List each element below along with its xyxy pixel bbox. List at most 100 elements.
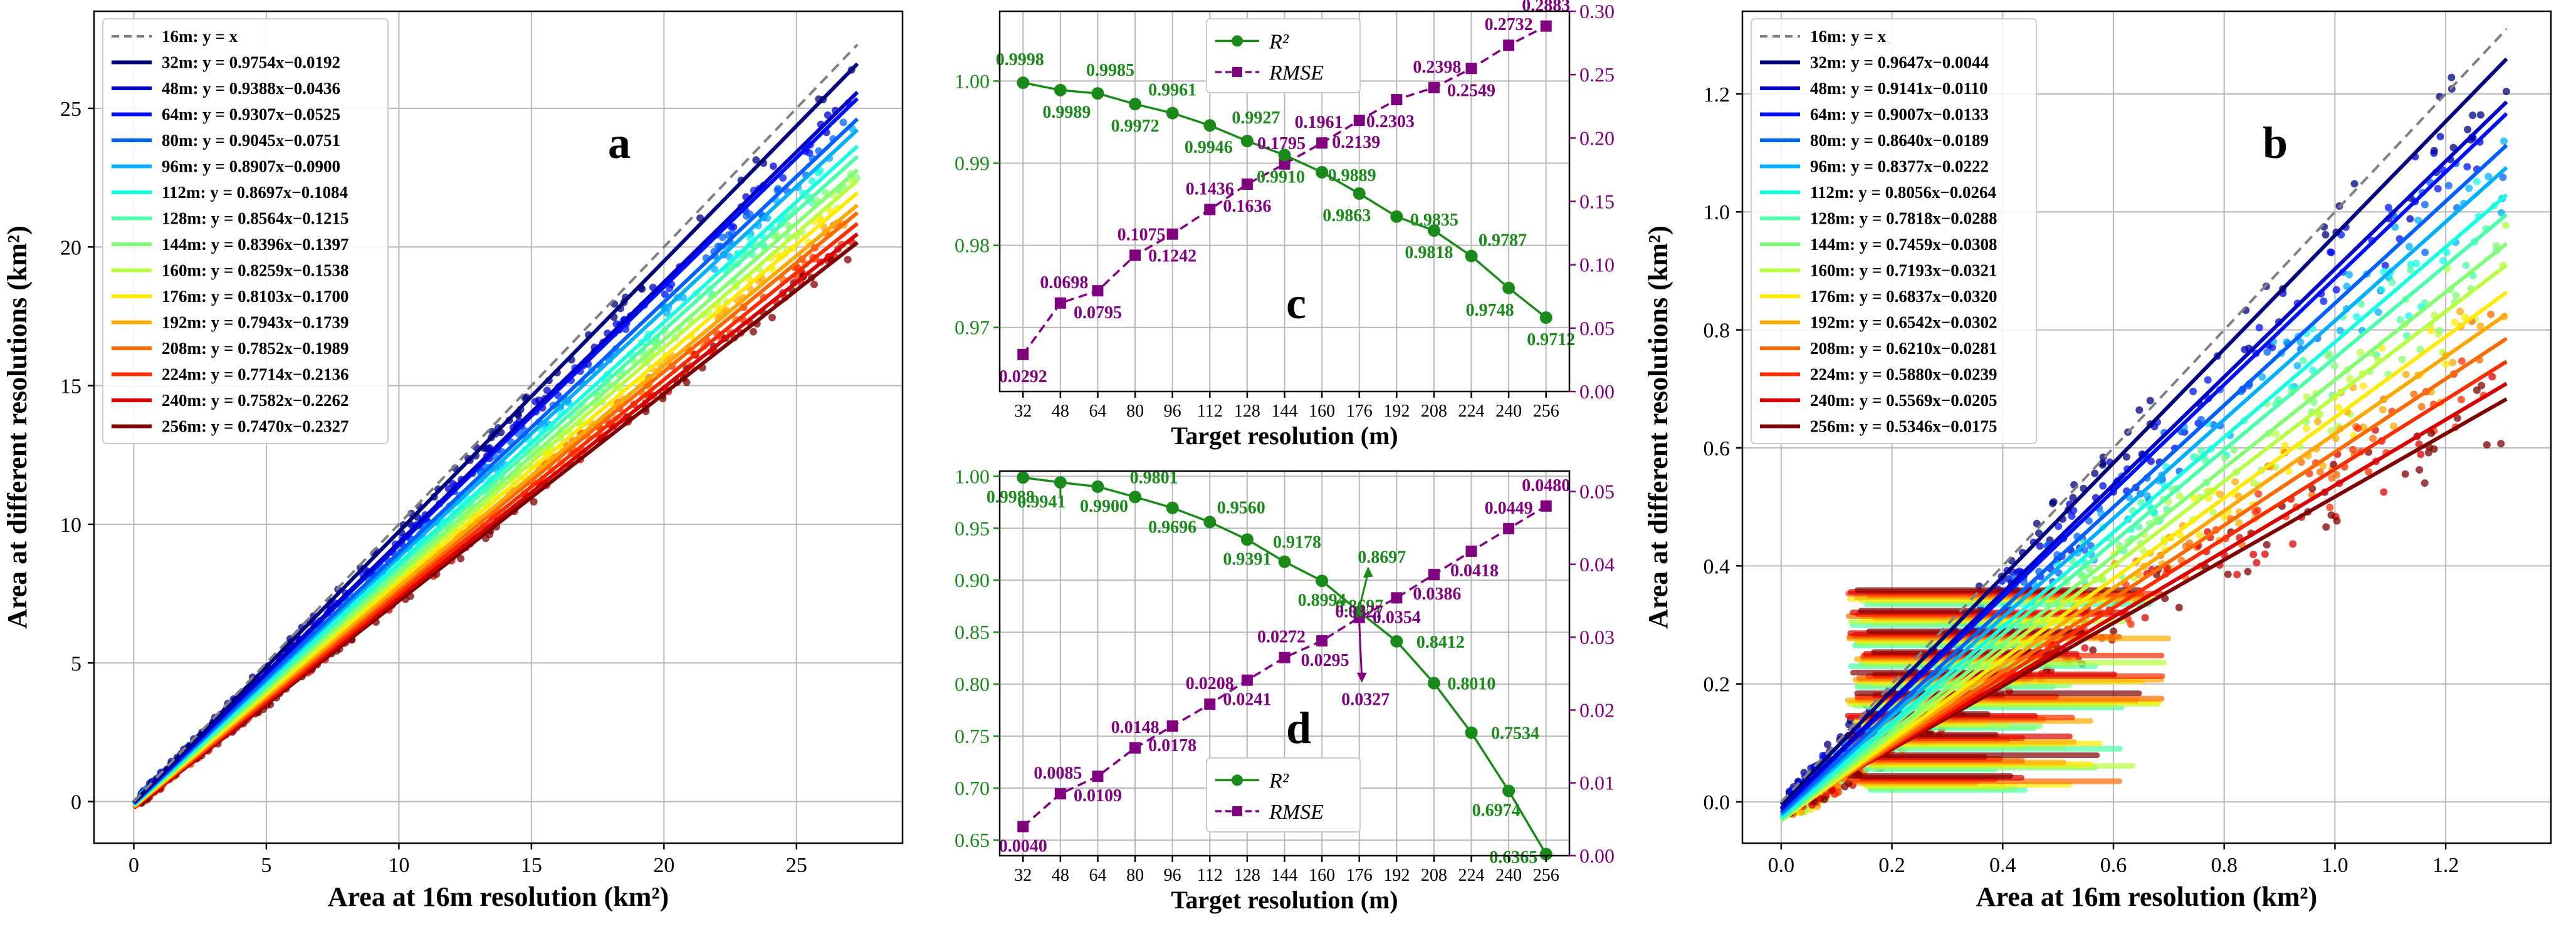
scatter-point (2462, 261, 2470, 269)
scatter-point (2085, 565, 2093, 573)
scatter-point (2110, 627, 2118, 635)
legend-entry: 144m: y = 0.8396x−0.1397 (162, 235, 349, 254)
scatter-point (2263, 348, 2271, 356)
scatter-point (2127, 620, 2135, 628)
r2-point (1129, 490, 1142, 504)
scatter-point (2055, 522, 2063, 531)
x-axis-title: Target resolution (m) (1171, 422, 1398, 450)
rmse-point (1391, 94, 1403, 106)
legend-entry: 192m: y = 0.6542x−0.0302 (1810, 313, 1997, 332)
scatter-point (2410, 390, 2418, 398)
legend-box (1751, 18, 2037, 444)
scatter-point (2299, 356, 2307, 365)
r2-point (1539, 311, 1552, 324)
right-tick-label: 0.25 (1579, 63, 1615, 86)
x-tick-label: 0.4 (1989, 854, 2016, 877)
rmse-data-label: 0.0241 (1223, 690, 1271, 710)
scatter-point (852, 174, 861, 182)
x-tick-label: 10 (388, 854, 409, 877)
rmse-data-label: 0.1961 (1295, 113, 1343, 132)
scatter-point (2033, 519, 2041, 527)
rmse-point (1465, 545, 1477, 557)
rmse-data-label: 0.0292 (999, 367, 1047, 387)
left-tick-label: 0.85 (955, 621, 990, 643)
scatter-point (2349, 445, 2357, 454)
scatter-point (2402, 331, 2411, 340)
rmse-point (1092, 285, 1104, 297)
scatter-point (2356, 348, 2364, 356)
scatter-point (2244, 568, 2252, 576)
scatter-point (2143, 492, 2151, 500)
scatter-point (2322, 231, 2330, 239)
identity-line (132, 43, 859, 802)
legend-box (1206, 18, 1361, 93)
scatter-point (543, 387, 551, 395)
scatter-point (2085, 517, 2093, 525)
scatter-point (2430, 445, 2438, 453)
scatter-point (2374, 308, 2382, 316)
scatter-point (2086, 542, 2095, 550)
r2-point (1278, 148, 1291, 162)
scatter-point (2272, 430, 2280, 438)
r2-data-label: 0.9998 (996, 50, 1044, 70)
r2-data-label: 0.9910 (1257, 167, 1305, 187)
scatter-point (2354, 424, 2362, 432)
scatter-point (2235, 519, 2243, 527)
x-tick-label: 224 (1458, 866, 1485, 885)
scatter-point (1820, 796, 1828, 804)
scatter-point (2249, 551, 2258, 559)
r2-data-label: 0.9835 (1410, 210, 1458, 230)
rmse-data-label: 0.2139 (1332, 133, 1380, 152)
right-tick-label: 0.00 (1579, 844, 1615, 867)
scatter-point (2458, 395, 2466, 403)
r2-point (1465, 726, 1478, 739)
r2-point (1390, 635, 1403, 648)
scatter-point (2451, 318, 2459, 326)
scatter-point (2391, 223, 2399, 231)
r2-point (1240, 135, 1254, 148)
scatter-point (2091, 469, 2099, 477)
r2-point (1539, 848, 1552, 861)
scatter-point (2444, 182, 2453, 190)
legend-entry-rmse: RMSE (1269, 61, 1324, 85)
rmse-data-label: 0.0148 (1111, 718, 1160, 737)
scatter-point (2345, 271, 2353, 279)
rmse-point (1540, 20, 1552, 32)
x-tick-label: 128 (1234, 402, 1260, 421)
scatter-point (2319, 462, 2327, 470)
y-tick-label: 1.0 (1704, 201, 1730, 224)
y-axis-title: Area at different resolutions (km²) (1643, 226, 1673, 629)
legend-entry: 64m: y = 0.9007x−0.0133 (1810, 105, 1989, 124)
scatter-point (2449, 358, 2457, 366)
fit-line-160m (1780, 263, 2508, 823)
scatter-point (2289, 540, 2297, 548)
scatter-point (814, 169, 822, 177)
rmse-data-label: 0.1075 (1118, 225, 1166, 244)
x-tick-label: 224 (1458, 402, 1485, 421)
rmse-point (1465, 63, 1477, 75)
scatter-point (839, 118, 847, 127)
scatter-point (2407, 260, 2415, 268)
x-axis-title: Target resolution (m) (1171, 886, 1398, 914)
scatter-point (2497, 209, 2505, 217)
r2-point (1353, 187, 1366, 200)
scatter-point (809, 177, 817, 185)
r2-data-label: 0.9941 (1017, 492, 1065, 512)
scatter-point (2325, 350, 2333, 358)
r2-data-label: 0.9178 (1273, 533, 1321, 553)
scatter-point (2369, 434, 2377, 442)
rmse-data-label: 0.0040 (999, 836, 1047, 856)
scatter-point (2476, 322, 2484, 330)
scatter-point (2497, 440, 2505, 448)
r2-data-label: 0.9961 (1148, 81, 1196, 100)
rmse-point (1204, 204, 1216, 215)
rmse-point (1054, 788, 1066, 800)
fit-line-96m (1779, 166, 2508, 817)
r2-data-label: 0.9988 (987, 487, 1035, 507)
scatter-point (752, 156, 760, 164)
rmse-point (1166, 228, 1178, 240)
legend-entry: 208m: y = 0.7852x−0.1989 (162, 339, 349, 358)
